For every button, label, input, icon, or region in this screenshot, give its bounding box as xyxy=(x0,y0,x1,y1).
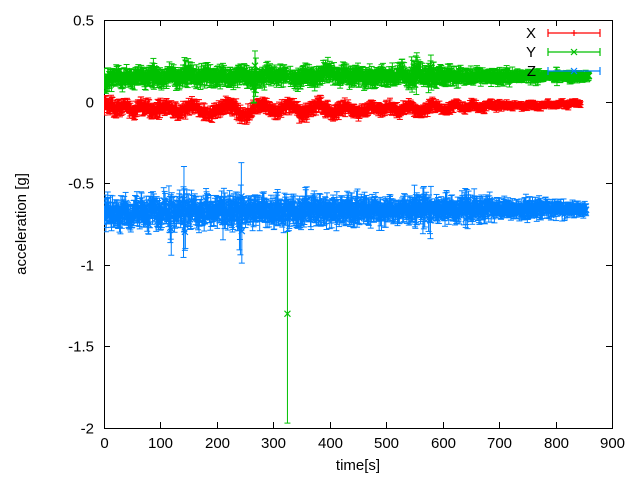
y-tick-label--1: -1 xyxy=(81,258,94,275)
x-tick-label-500: 500 xyxy=(374,435,399,452)
y-tick-label-0.5: 0.5 xyxy=(73,13,94,30)
y-tick-label--0.5: -0.5 xyxy=(68,176,94,193)
x-tick-label-300: 300 xyxy=(261,435,286,452)
y-tick-label--1.5: -1.5 xyxy=(68,339,94,356)
y-tick-label-0: 0 xyxy=(86,95,94,112)
x-tick-label-200: 200 xyxy=(205,435,230,452)
x-tick-label-900: 900 xyxy=(600,435,625,452)
y-axis-title: acceleration [g] xyxy=(13,173,30,275)
y-tick-label--2: -2 xyxy=(81,421,94,438)
x-tick-label-700: 700 xyxy=(487,435,512,452)
series-x xyxy=(104,94,584,125)
x-tick-label-100: 100 xyxy=(148,435,173,452)
x-axis-title: time[s] xyxy=(336,457,380,474)
x-tick-label-400: 400 xyxy=(318,435,343,452)
x-tick-label-800: 800 xyxy=(544,435,569,452)
x-tick-label-600: 600 xyxy=(431,435,456,452)
x-tick-label-0: 0 xyxy=(100,435,108,452)
